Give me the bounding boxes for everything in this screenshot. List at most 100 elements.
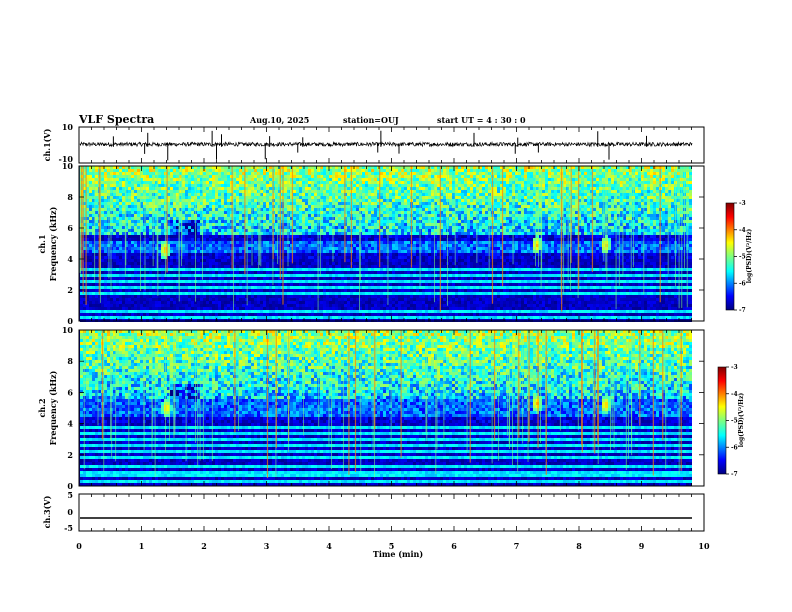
- spectrogram-cell: [236, 169, 239, 172]
- spectrogram-cell: [104, 187, 107, 190]
- spectrogram-cell: [371, 181, 374, 184]
- spectrogram-cell: [518, 181, 521, 184]
- spectrogram-cell: [545, 169, 548, 172]
- spectrogram-cell: [332, 193, 335, 196]
- spectrogram-cell: [335, 178, 338, 181]
- spectrogram-cell: [614, 232, 617, 235]
- spectrogram-cell: [311, 190, 314, 193]
- spectrogram-cell: [515, 199, 518, 202]
- spectrogram-cell: [653, 199, 656, 202]
- spectrogram-cell: [653, 184, 656, 187]
- spectrogram-cell: [383, 235, 386, 238]
- spectrogram-cell: [677, 211, 680, 214]
- spectrogram-cell: [524, 169, 527, 172]
- spectrogram-cell: [206, 169, 209, 172]
- spectrogram-cell: [482, 205, 485, 208]
- spectrogram-cell: [509, 175, 512, 178]
- spectrogram-cell: [608, 223, 611, 226]
- spectrogram-cell: [89, 220, 92, 223]
- spectrogram-cell: [389, 223, 392, 226]
- spectrogram-cell: [545, 223, 548, 226]
- spectrogram-cell: [665, 169, 668, 172]
- spectrogram-cell: [542, 169, 545, 172]
- spectrogram-cell: [557, 235, 560, 238]
- spectrogram-cell: [626, 169, 629, 172]
- spectrogram-cell: [587, 214, 590, 217]
- spectrogram-cell: [425, 199, 428, 202]
- spectrogram-cell: [515, 175, 518, 178]
- spectrogram-cell: [650, 211, 653, 214]
- spectrogram-cell: [263, 217, 266, 220]
- spectrogram-cell: [221, 184, 224, 187]
- spectrogram-cell: [551, 178, 554, 181]
- spectrogram-cell: [110, 202, 113, 205]
- spectrogram-cell: [107, 196, 110, 199]
- spectrogram-cell: [473, 220, 476, 223]
- spectrogram-cell: [248, 178, 251, 181]
- spectrogram-cell: [224, 181, 227, 184]
- spectrogram-cell: [263, 235, 266, 238]
- spectrogram-cell: [461, 187, 464, 190]
- spectrogram-cell: [101, 226, 104, 229]
- spectrogram-cell: [599, 208, 602, 211]
- spectrogram-cell: [146, 172, 149, 175]
- spectrogram-cell: [623, 214, 626, 217]
- spectrogram-cell: [374, 214, 377, 217]
- spectrogram-cell: [299, 178, 302, 181]
- spectrogram-cell: [314, 220, 317, 223]
- spectrogram-cell: [437, 178, 440, 181]
- spectrogram-cell: [386, 217, 389, 220]
- spectrogram-cell: [119, 205, 122, 208]
- spectrogram-cell: [182, 223, 185, 226]
- spectrogram-cell: [161, 217, 164, 220]
- spectrogram-cell: [95, 217, 98, 220]
- spectrogram-cell: [479, 181, 482, 184]
- spectrogram-cell: [329, 178, 332, 181]
- spectrogram-cell: [287, 172, 290, 175]
- spectrogram-cell: [401, 205, 404, 208]
- spectrogram-cell: [224, 175, 227, 178]
- spectrogram-cell: [311, 223, 314, 226]
- spectrogram-cell: [149, 187, 152, 190]
- spectrogram-cell: [296, 181, 299, 184]
- spectrogram-cell: [308, 235, 311, 238]
- spectrogram-cell: [206, 184, 209, 187]
- spectrogram-cell: [581, 193, 584, 196]
- spectrogram-cell: [239, 232, 242, 235]
- spectrogram-cell: [248, 235, 251, 238]
- spectrogram-cell: [95, 199, 98, 202]
- spectrogram-cell: [398, 214, 401, 217]
- spectrogram-cell: [131, 232, 134, 235]
- spectrogram-cell: [308, 202, 311, 205]
- spectrogram-cell: [266, 190, 269, 193]
- spectrogram-cell: [191, 181, 194, 184]
- spectrogram-cell: [458, 187, 461, 190]
- spectrogram-cell: [572, 235, 575, 238]
- spectrogram-cell: [269, 202, 272, 205]
- spectrogram-cell: [419, 217, 422, 220]
- spectrogram-cell: [392, 208, 395, 211]
- spectrogram-cell: [293, 175, 296, 178]
- spectrogram-cell: [341, 169, 344, 172]
- spectrogram-cell: [113, 235, 116, 238]
- spectrogram-cell: [503, 181, 506, 184]
- spectrogram-cell: [236, 205, 239, 208]
- spectrogram-cell: [473, 208, 476, 211]
- spectrogram-cell: [134, 190, 137, 193]
- spectrogram-cell: [623, 229, 626, 232]
- spectrogram-cell: [458, 199, 461, 202]
- spectrogram-cell: [548, 229, 551, 232]
- spectrogram-cell: [413, 220, 416, 223]
- spectrogram-cell: [482, 193, 485, 196]
- spectrogram-cell: [527, 202, 530, 205]
- spectrogram-cell: [596, 202, 599, 205]
- spectrogram-cell: [206, 214, 209, 217]
- spectrogram-cell: [89, 235, 92, 238]
- spectrogram-cell: [170, 193, 173, 196]
- spectrogram-cell: [143, 208, 146, 211]
- spectrogram-cell: [473, 232, 476, 235]
- spectrogram-cell: [443, 208, 446, 211]
- spectrogram-cell: [461, 190, 464, 193]
- spectrogram-cell: [170, 208, 173, 211]
- spectrogram-cell: [146, 226, 149, 229]
